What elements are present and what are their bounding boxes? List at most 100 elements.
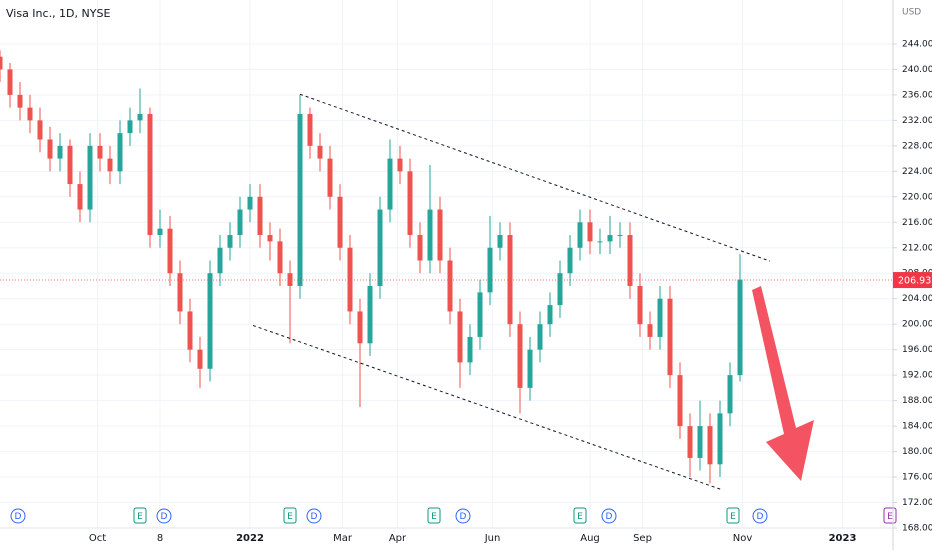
- candle-body: [417, 235, 423, 261]
- candle-body: [687, 426, 693, 458]
- candle-body: [577, 222, 583, 248]
- candle-body: [407, 171, 413, 236]
- x-tick-label: 8: [157, 533, 163, 544]
- y-tick-label: 184.00: [902, 422, 932, 432]
- candle-body: [537, 324, 543, 350]
- y-tick-label: 244.00: [902, 39, 932, 49]
- candle-body: [267, 235, 273, 242]
- candle-body: [557, 273, 563, 306]
- y-tick-label: 196.00: [902, 345, 932, 355]
- grid: [0, 0, 893, 529]
- event-label: E: [730, 512, 736, 522]
- candle-body: [387, 158, 393, 210]
- event-marker: [283, 507, 297, 524]
- y-tick-label: 212.00: [902, 243, 932, 253]
- candle-body: [217, 247, 223, 274]
- candle-body: [397, 158, 403, 172]
- y-tick-label: 232.00: [902, 116, 932, 126]
- candle-body: [187, 311, 193, 350]
- event-marker: [726, 507, 740, 524]
- event-label: E: [887, 512, 893, 522]
- candle-body: [437, 209, 443, 261]
- candle-body: [287, 273, 293, 286]
- candle-body: [307, 114, 313, 146]
- candle-body: [727, 375, 733, 414]
- candle-body: [327, 158, 333, 197]
- candle-body: [667, 298, 673, 376]
- candle-body: [737, 279, 743, 376]
- candle-body: [237, 209, 243, 236]
- y-tick-label: 176.00: [902, 473, 932, 483]
- x-tick-label: Mar: [333, 533, 353, 544]
- candle-body: [137, 114, 143, 121]
- candle-body: [27, 107, 33, 121]
- candle-body: [517, 324, 523, 388]
- candle-body: [497, 235, 503, 248]
- x-tick-label: Nov: [733, 533, 753, 544]
- y-tick-label: 236.00: [902, 90, 932, 100]
- y-tick-label: 180.00: [902, 447, 932, 457]
- event-label: E: [431, 512, 437, 522]
- candle-body: [107, 158, 113, 172]
- candle-body: [297, 114, 303, 286]
- candle-body: [207, 273, 213, 369]
- event-label: D: [606, 512, 613, 522]
- candle-body: [37, 120, 43, 140]
- event-label: D: [15, 512, 22, 522]
- currency-label: USD: [902, 8, 921, 18]
- x-tick-label: Sep: [633, 533, 652, 544]
- candle-body: [637, 285, 643, 325]
- candle-body: [277, 241, 283, 274]
- y-tick-label: 200.00: [902, 320, 932, 330]
- candle-body: [257, 196, 263, 236]
- y-tick-label: 240.00: [902, 65, 932, 75]
- x-tick-label: Apr: [389, 533, 407, 544]
- candle-body: [597, 241, 603, 243]
- candle-body: [87, 145, 93, 210]
- candle-body: [77, 184, 83, 210]
- candle-body: [697, 426, 703, 458]
- event-marker: [573, 507, 587, 524]
- y-tick-label: 220.00: [902, 192, 932, 202]
- y-tick-label: 224.00: [902, 167, 932, 177]
- last-price-label: 206.93: [898, 276, 931, 287]
- candle-body: [707, 426, 713, 465]
- event-label: D: [460, 512, 467, 522]
- candle-body: [487, 247, 493, 293]
- candle-body: [117, 133, 123, 172]
- event-label: E: [577, 512, 583, 522]
- candle-body: [197, 349, 203, 369]
- candle-body: [7, 69, 13, 95]
- candle-body: [567, 247, 573, 274]
- candle-body: [97, 145, 103, 159]
- candle-body: [627, 235, 633, 286]
- candle-body: [717, 413, 723, 465]
- candle-body: [337, 196, 343, 248]
- candle-body: [527, 349, 533, 388]
- x-tick-label: 2023: [829, 533, 857, 544]
- event-label: E: [287, 512, 293, 522]
- candle-body: [617, 235, 623, 237]
- event-label: D: [161, 512, 168, 522]
- candle-body: [647, 324, 653, 337]
- candle-body: [0, 56, 3, 70]
- event-marker: [156, 508, 172, 524]
- candle-body: [247, 196, 253, 210]
- candle-body: [67, 145, 73, 185]
- candle-body: [677, 375, 683, 427]
- candle-body: [347, 247, 353, 312]
- candle-body: [447, 260, 453, 312]
- candle-body: [367, 285, 373, 344]
- event-marker: [306, 508, 322, 524]
- event-marker: [455, 508, 471, 524]
- candle-body: [607, 235, 613, 242]
- event-marker: [752, 508, 768, 524]
- y-tick-label: 192.00: [902, 371, 932, 381]
- y-tick-label: 228.00: [902, 141, 932, 151]
- y-tick-label: 188.00: [902, 396, 932, 406]
- candle-body: [587, 222, 593, 242]
